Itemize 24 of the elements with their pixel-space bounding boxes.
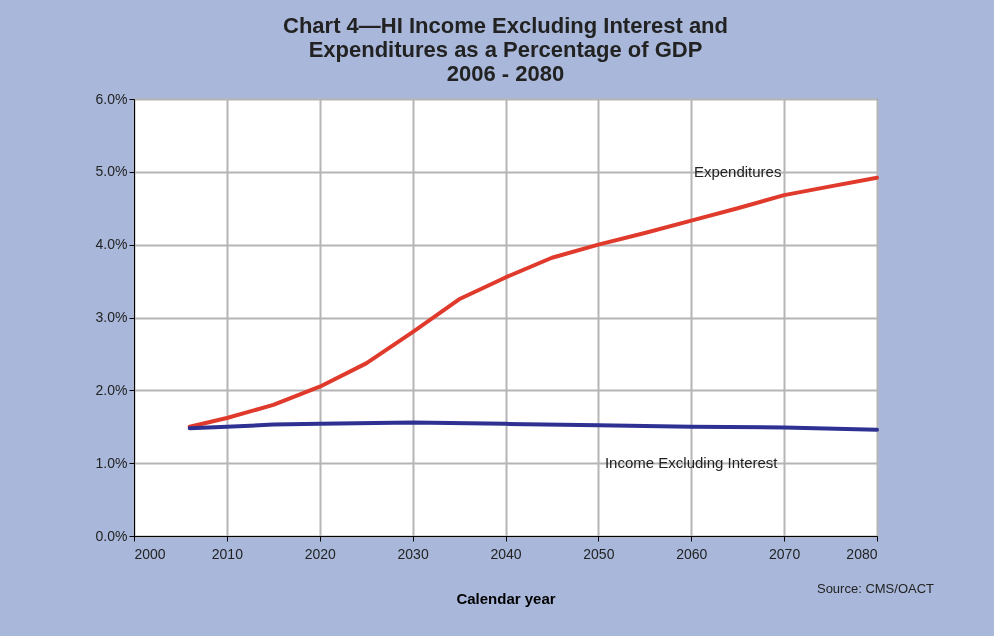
y-tick-label: 2.0% <box>95 381 128 398</box>
x-tick-label: 2040 <box>490 545 522 562</box>
text: 2006 - 2080 <box>446 61 565 86</box>
x-tick-label: 2080 <box>846 545 878 562</box>
series-label: Expenditures <box>693 163 782 181</box>
text: Expenditures as a Percentage of GDP <box>308 37 703 62</box>
text: Chart 4—HI Income Excluding Interest and <box>283 13 728 38</box>
y-tick-label: 0.0% <box>95 527 128 544</box>
x-tick-label: 2010 <box>211 545 244 562</box>
y-tick-label: 6.0% <box>95 90 128 107</box>
x-axis-title: Calendar year <box>456 589 556 607</box>
y-tick-label: 4.0% <box>95 236 128 253</box>
x-tick-label: 2050 <box>583 545 615 562</box>
y-tick-label: 1.0% <box>95 454 128 471</box>
x-tick-label: 2000 <box>134 545 166 562</box>
series-label: Income Excluding Interest <box>604 453 779 471</box>
y-tick-label: 3.0% <box>95 309 128 325</box>
x-tick-label: 2030 <box>397 545 429 562</box>
x-tick-label: 2060 <box>676 545 708 562</box>
line-series <box>187 420 879 432</box>
y-tick-label: 5.0% <box>95 163 128 180</box>
x-tick-label: 2020 <box>304 545 337 562</box>
x-tick-label: 2070 <box>769 545 801 562</box>
source-note: Source: CMS/OACT <box>816 581 935 596</box>
